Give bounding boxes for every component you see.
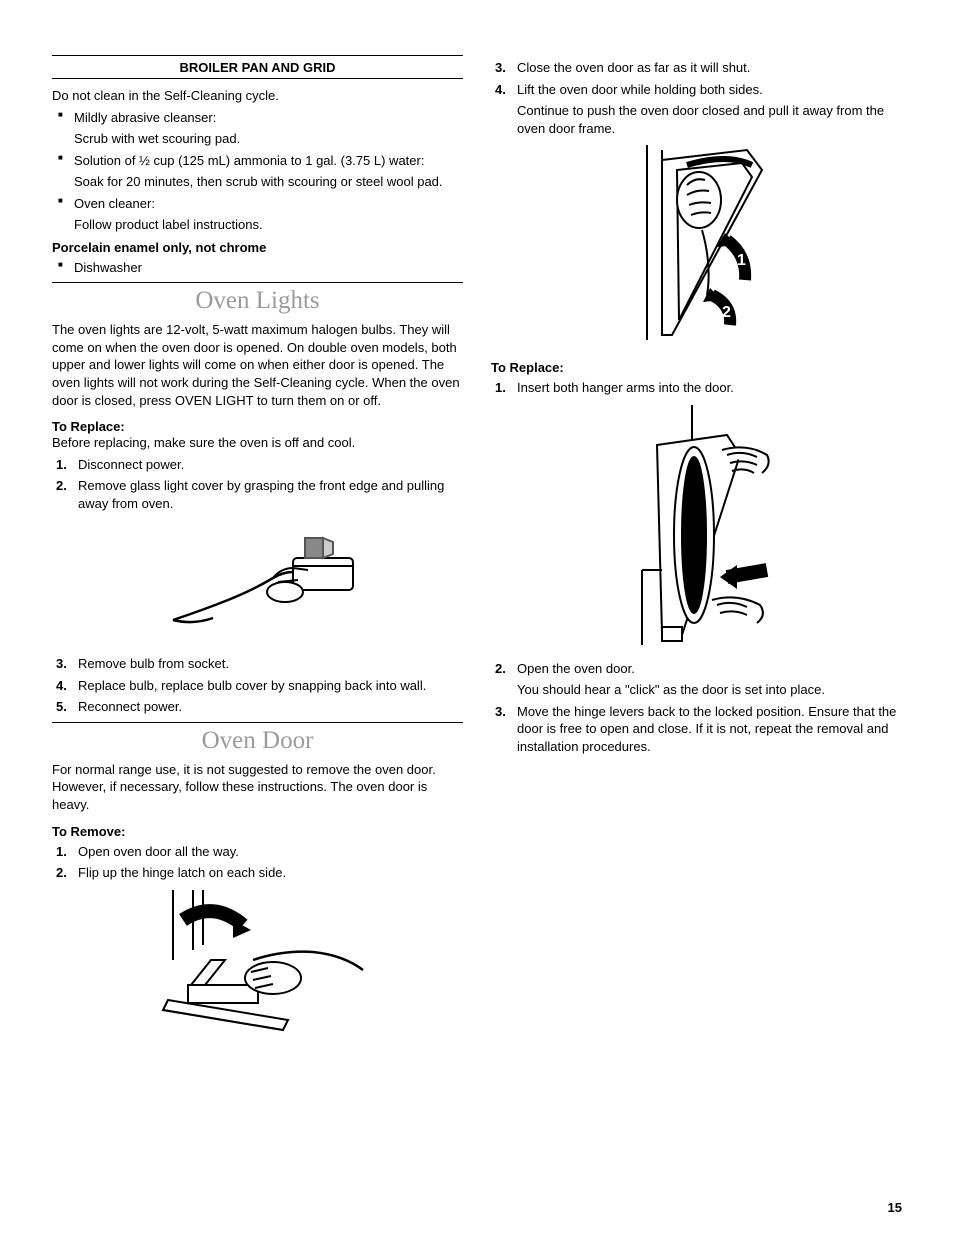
step-1: 1.Disconnect power. bbox=[52, 456, 463, 474]
broiler-heading: BROILER PAN AND GRID bbox=[52, 60, 463, 75]
right-column: 3.Close the oven door as far as it will … bbox=[491, 55, 902, 1055]
figure-door-insert bbox=[491, 405, 902, 650]
ovenlights-replace-intro: Before replacing, make sure the oven is … bbox=[52, 434, 463, 452]
step-2: 2.Remove glass light cover by grasping t… bbox=[52, 477, 463, 512]
ovendoor-title: Oven Door bbox=[52, 727, 463, 755]
ovenlights-steps-b: 3.Remove bulb from socket. 4.Replace bul… bbox=[52, 655, 463, 716]
page-number: 15 bbox=[888, 1200, 902, 1215]
step-text: Remove bulb from socket. bbox=[78, 656, 229, 671]
step-text: Remove glass light cover by grasping the… bbox=[78, 478, 444, 511]
step-1: 1.Open oven door all the way. bbox=[52, 843, 463, 861]
figure-light-cover bbox=[52, 520, 463, 645]
ovenlights-title: Oven Lights bbox=[52, 287, 463, 315]
step-text: Close the oven door as far as it will sh… bbox=[517, 60, 750, 75]
page: BROILER PAN AND GRID Do not clean in the… bbox=[0, 0, 954, 1235]
divider bbox=[52, 722, 463, 723]
step-text: Open the oven door. bbox=[517, 661, 635, 676]
ovendoor-intro: For normal range use, it is not suggeste… bbox=[52, 761, 463, 814]
step-text: Lift the oven door while holding both si… bbox=[517, 82, 763, 97]
remove-cont-steps: 3.Close the oven door as far as it will … bbox=[491, 59, 902, 137]
step-3: 3.Close the oven door as far as it will … bbox=[491, 59, 902, 77]
replace-steps-b: 2. Open the oven door. You should hear a… bbox=[491, 660, 902, 756]
step-text: Flip up the hinge latch on each side. bbox=[78, 865, 286, 880]
step-2: 2. Open the oven door. You should hear a… bbox=[491, 660, 902, 699]
step-text: Reconnect power. bbox=[78, 699, 182, 714]
broiler-note-bullet: Dishwasher bbox=[52, 259, 463, 277]
ovendoor-remove-hdr: To Remove: bbox=[52, 824, 463, 839]
divider bbox=[52, 282, 463, 283]
broiler-header-box: BROILER PAN AND GRID bbox=[52, 55, 463, 79]
ovenlights-replace-hdr: To Replace: bbox=[52, 419, 463, 434]
step-2: 2.Flip up the hinge latch on each side. bbox=[52, 864, 463, 882]
broiler-bullet-2: Solution of ½ cup (125 mL) ammonia to 1 … bbox=[52, 152, 463, 191]
bullet-lead: Oven cleaner: bbox=[74, 196, 155, 211]
bullet-sub: Soak for 20 minutes, then scrub with sco… bbox=[74, 173, 463, 191]
step-5: 5.Reconnect power. bbox=[52, 698, 463, 716]
broiler-note-bullets: Dishwasher bbox=[52, 259, 463, 277]
ovenlights-intro: The oven lights are 12-volt, 5-watt maxi… bbox=[52, 321, 463, 409]
replace-hdr: To Replace: bbox=[491, 360, 902, 375]
ovenlights-steps-a: 1.Disconnect power. 2.Remove glass light… bbox=[52, 456, 463, 513]
step-4: 4.Replace bulb, replace bulb cover by sn… bbox=[52, 677, 463, 695]
step-text: Insert both hanger arms into the door. bbox=[517, 380, 734, 395]
left-column: BROILER PAN AND GRID Do not clean in the… bbox=[52, 55, 463, 1055]
bullet-lead: Mildly abrasive cleanser: bbox=[74, 110, 216, 125]
bullet-lead: Dishwasher bbox=[74, 260, 142, 275]
bullet-sub: Follow product label instructions. bbox=[74, 216, 463, 234]
step-sub: Continue to push the oven door closed an… bbox=[517, 102, 902, 137]
bullet-lead: Solution of ½ cup (125 mL) ammonia to 1 … bbox=[74, 153, 424, 168]
step-3: 3.Move the hinge levers back to the lock… bbox=[491, 703, 902, 756]
broiler-bullet-1: Mildly abrasive cleanser: Scrub with wet… bbox=[52, 109, 463, 148]
step-1: 1.Insert both hanger arms into the door. bbox=[491, 379, 902, 397]
ovendoor-remove-steps: 1.Open oven door all the way. 2.Flip up … bbox=[52, 843, 463, 882]
replace-steps-a: 1.Insert both hanger arms into the door. bbox=[491, 379, 902, 397]
columns: BROILER PAN AND GRID Do not clean in the… bbox=[52, 55, 902, 1055]
step-4: 4. Lift the oven door while holding both… bbox=[491, 81, 902, 138]
svg-text:1: 1 bbox=[737, 252, 746, 269]
broiler-note: Porcelain enamel only, not chrome bbox=[52, 240, 463, 255]
svg-text:2: 2 bbox=[722, 304, 731, 321]
step-text: Replace bulb, replace bulb cover by snap… bbox=[78, 678, 426, 693]
bullet-sub: Scrub with wet scouring pad. bbox=[74, 130, 463, 148]
broiler-intro: Do not clean in the Self-Cleaning cycle. bbox=[52, 87, 463, 105]
broiler-bullet-3: Oven cleaner: Follow product label instr… bbox=[52, 195, 463, 234]
figure-door-lift: 1 2 bbox=[491, 145, 902, 350]
step-text: Move the hinge levers back to the locked… bbox=[517, 704, 896, 754]
step-3: 3.Remove bulb from socket. bbox=[52, 655, 463, 673]
figure-hinge-latch bbox=[52, 890, 463, 1045]
step-text: Disconnect power. bbox=[78, 457, 184, 472]
broiler-bullets: Mildly abrasive cleanser: Scrub with wet… bbox=[52, 109, 463, 234]
step-text: Open oven door all the way. bbox=[78, 844, 239, 859]
step-sub: You should hear a "click" as the door is… bbox=[517, 681, 902, 699]
